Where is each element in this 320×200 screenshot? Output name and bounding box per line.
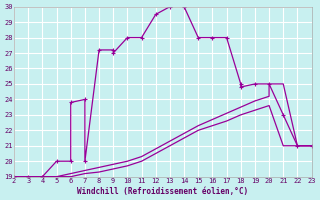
X-axis label: Windchill (Refroidissement éolien,°C): Windchill (Refroidissement éolien,°C) xyxy=(77,187,248,196)
